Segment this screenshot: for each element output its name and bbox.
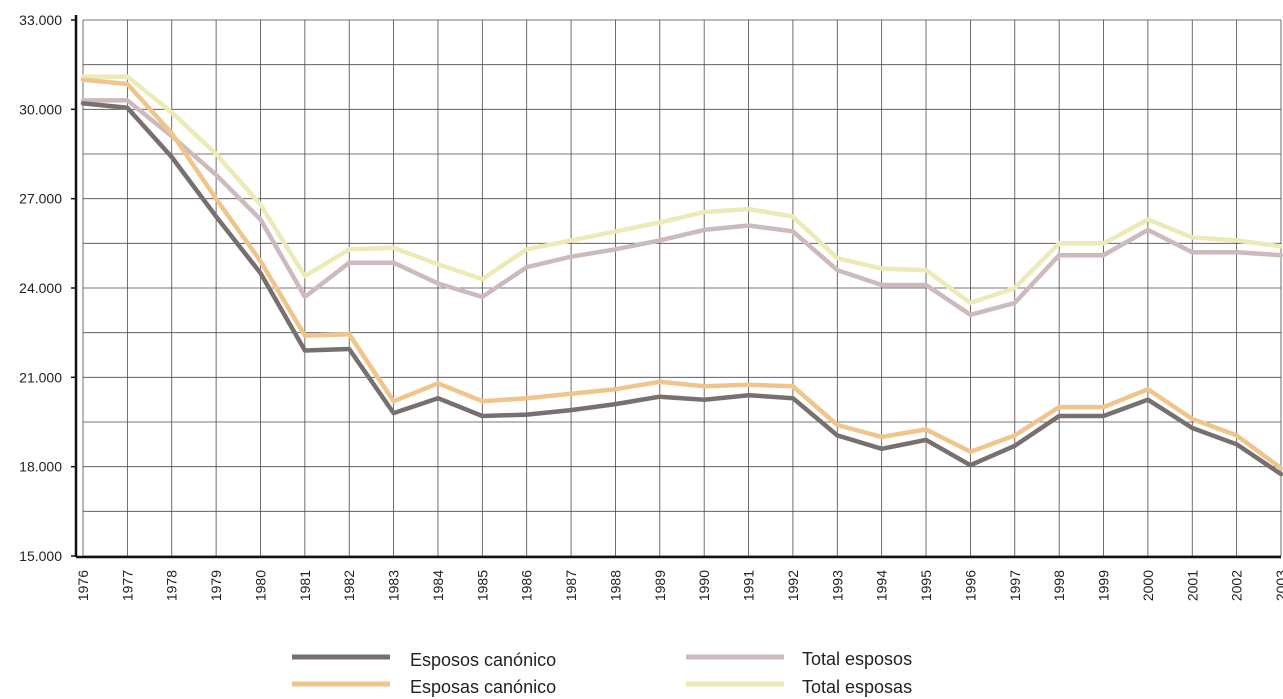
series-line-1 [80,77,1283,471]
x-axis-ticks: 1976 1977 1978 1979 1980 1981 1982 1983 1984 1985… [75,570,1283,601]
x-tick-label: 1983 [386,570,402,601]
y-tick-label: 15.000 [19,548,62,564]
legend: Esposos canónico Esposas canónico Total es… [292,649,912,697]
x-tick-label: 2000 [1140,570,1156,601]
series-line-2 [80,98,1283,318]
x-tick-label: 1984 [430,570,446,601]
y-tick-label: 27.000 [19,191,62,207]
x-tick-label: 1994 [874,570,890,601]
x-tick-label: 1989 [652,570,668,601]
x-tick-label: 1997 [1007,570,1023,601]
legend-label: Total esposas [802,677,912,697]
y-tick-label: 24.000 [19,280,62,296]
x-tick-label: 2002 [1229,570,1245,601]
legend-label: Total esposos [802,649,912,669]
x-tick-label: 1993 [829,570,845,601]
x-tick-label: 2003 [1273,570,1283,601]
y-axis-ticks: 15.000 18.000 21.000 24.000 27.000 30.000 33.0… [19,12,76,564]
series-line-3 [80,74,1283,306]
x-tick-label: 1991 [741,570,757,601]
legend-label: Esposos canónico [410,650,556,670]
x-tick-label: 1987 [563,570,579,601]
x-tick-label: 1988 [607,570,623,601]
series-line-0 [80,101,1283,477]
x-tick-label: 2001 [1184,570,1200,601]
y-tick-label: 33.000 [19,12,62,28]
y-tick-label: 18.000 [19,459,62,475]
x-tick-label: 1995 [918,570,934,601]
x-tick-label: 1998 [1051,570,1067,601]
x-tick-label: 1985 [474,570,490,601]
legend-label: Esposas canónico [410,677,556,697]
x-tick-label: 1980 [252,570,268,601]
x-tick-label: 1990 [696,570,712,601]
y-tick-label: 30.000 [19,101,62,117]
x-tick-label: 1981 [297,570,313,601]
x-tick-label: 1992 [785,570,801,601]
x-tick-label: 1976 [75,570,91,601]
x-tick-label: 1999 [1096,570,1112,601]
series-lines [80,74,1283,477]
grid [82,19,1282,557]
x-tick-label: 1982 [341,570,357,601]
x-tick-label: 1977 [119,570,135,601]
x-tick-label: 1996 [962,570,978,601]
axes [74,15,1281,559]
x-tick-label: 1979 [208,570,224,601]
x-tick-label: 1978 [164,570,180,601]
y-tick-label: 21.000 [19,369,62,385]
x-tick-label: 1986 [519,570,535,601]
